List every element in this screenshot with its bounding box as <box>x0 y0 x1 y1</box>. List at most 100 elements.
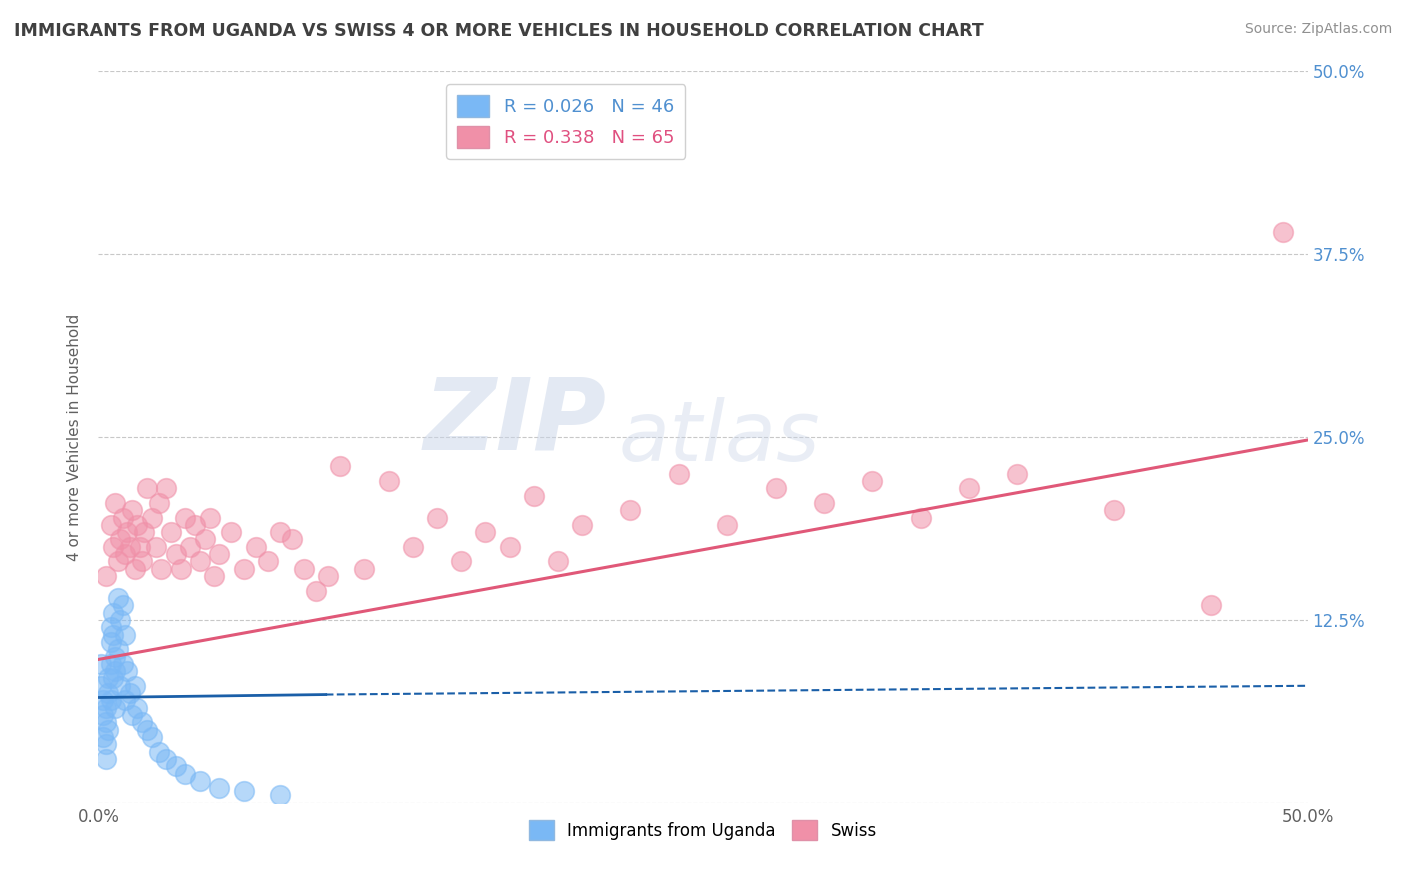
Point <box>134 525 156 540</box>
Point <box>94 700 117 714</box>
Point <box>716 517 738 532</box>
Point <box>155 481 177 495</box>
Point <box>292 562 315 576</box>
Point <box>194 533 217 547</box>
Point <box>188 773 211 788</box>
Point <box>94 752 117 766</box>
Point <box>131 715 153 730</box>
Point <box>813 496 835 510</box>
Point <box>141 730 163 744</box>
Point <box>94 715 117 730</box>
Text: Source: ZipAtlas.com: Source: ZipAtlas.com <box>1244 22 1392 37</box>
Point <box>108 613 131 627</box>
Point <box>150 562 173 576</box>
Point <box>117 525 139 540</box>
Point <box>148 496 170 510</box>
Point <box>94 737 117 751</box>
Point <box>281 533 304 547</box>
Point <box>474 525 496 540</box>
Point <box>97 672 120 686</box>
Point <box>101 606 124 620</box>
Point <box>377 474 399 488</box>
Point <box>179 540 201 554</box>
Point <box>188 554 211 568</box>
Point <box>198 510 221 524</box>
Point <box>141 510 163 524</box>
Point <box>245 540 267 554</box>
Point <box>100 693 122 707</box>
Point <box>90 679 112 693</box>
Point <box>269 789 291 803</box>
Point <box>107 591 129 605</box>
Point <box>100 620 122 634</box>
Point <box>1007 467 1029 481</box>
Legend: Immigrants from Uganda, Swiss: Immigrants from Uganda, Swiss <box>522 814 884 847</box>
Text: IMMIGRANTS FROM UGANDA VS SWISS 4 OR MORE VEHICLES IN HOUSEHOLD CORRELATION CHAR: IMMIGRANTS FROM UGANDA VS SWISS 4 OR MOR… <box>14 22 984 40</box>
Point <box>127 700 149 714</box>
Point <box>97 686 120 700</box>
Point <box>124 562 146 576</box>
Point <box>165 759 187 773</box>
Point <box>619 503 641 517</box>
Point <box>450 554 472 568</box>
Point <box>1272 225 1295 239</box>
Point <box>232 784 254 798</box>
Point <box>108 533 131 547</box>
Point <box>174 510 197 524</box>
Point <box>127 517 149 532</box>
Point <box>221 525 243 540</box>
Point <box>860 474 883 488</box>
Point <box>269 525 291 540</box>
Point <box>256 554 278 568</box>
Point <box>90 657 112 671</box>
Point <box>101 540 124 554</box>
Y-axis label: 4 or more Vehicles in Household: 4 or more Vehicles in Household <box>67 313 83 561</box>
Point <box>124 679 146 693</box>
Point <box>498 540 520 554</box>
Point <box>353 562 375 576</box>
Point <box>169 562 191 576</box>
Point <box>910 510 932 524</box>
Point <box>316 569 339 583</box>
Point <box>101 627 124 641</box>
Point <box>104 664 127 678</box>
Point <box>765 481 787 495</box>
Point <box>111 657 134 671</box>
Point <box>184 517 207 532</box>
Point <box>148 745 170 759</box>
Point <box>114 547 136 561</box>
Point <box>107 554 129 568</box>
Point <box>121 708 143 723</box>
Point <box>101 672 124 686</box>
Point <box>100 635 122 649</box>
Point <box>97 723 120 737</box>
Point <box>155 752 177 766</box>
Text: ZIP: ZIP <box>423 374 606 471</box>
Point <box>118 540 141 554</box>
Point <box>135 723 157 737</box>
Point <box>131 554 153 568</box>
Point <box>91 730 114 744</box>
Point <box>402 540 425 554</box>
Point <box>160 525 183 540</box>
Point <box>117 664 139 678</box>
Point <box>208 547 231 561</box>
Point <box>305 583 328 598</box>
Point <box>121 503 143 517</box>
Point <box>100 657 122 671</box>
Point <box>165 547 187 561</box>
Point <box>128 540 150 554</box>
Point <box>111 510 134 524</box>
Point <box>668 467 690 481</box>
Point <box>107 642 129 657</box>
Point <box>135 481 157 495</box>
Point <box>114 693 136 707</box>
Point <box>104 496 127 510</box>
Point <box>91 708 114 723</box>
Point <box>204 569 226 583</box>
Point <box>145 540 167 554</box>
Point <box>523 489 546 503</box>
Point <box>558 130 581 145</box>
Text: atlas: atlas <box>619 397 820 477</box>
Point <box>1199 599 1222 613</box>
